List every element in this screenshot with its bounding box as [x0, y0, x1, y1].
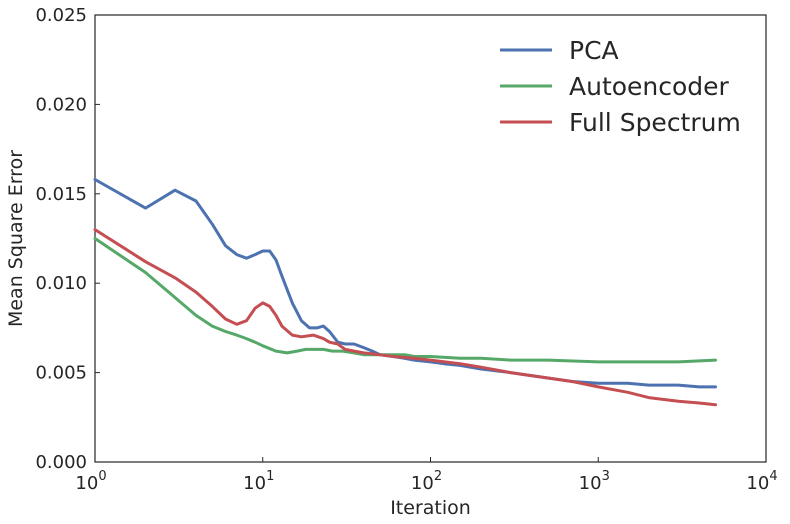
x-tick-label: 103	[579, 469, 610, 494]
x-tick-base: 10	[243, 473, 266, 494]
x-tick-label: 100	[75, 469, 106, 494]
x-tick-base: 10	[579, 473, 602, 494]
y-tick-label: 0.005	[35, 363, 87, 384]
y-axis-label: Mean Square Error	[5, 150, 27, 327]
legend-label-pca: PCA	[569, 36, 619, 65]
legend-label-autoencoder: Autoencoder	[569, 72, 730, 101]
series-line-autoencoder	[93, 237, 717, 364]
y-tick-label: 0.025	[35, 5, 87, 26]
x-axis: 100 101 102 103 104	[75, 457, 778, 494]
x-tick-label: 104	[746, 469, 777, 494]
x-tick-exponent: 1	[266, 469, 274, 484]
y-tick-label: 0.000	[35, 452, 87, 473]
y-axis: 0.000 0.005 0.010 0.015 0.020 0.025	[35, 5, 100, 473]
series-layer	[93, 178, 717, 407]
plot-area	[94, 14, 767, 463]
x-tick-exponent: 0	[98, 469, 106, 484]
x-tick-exponent: 4	[769, 469, 777, 484]
legend-label-full-spectrum: Full Spectrum	[569, 108, 741, 137]
x-tick-exponent: 3	[602, 469, 610, 484]
y-tick-label: 0.020	[35, 94, 87, 115]
x-tick-label: 102	[411, 469, 442, 494]
x-tick-base: 10	[75, 473, 98, 494]
legend: PCA Autoencoder Full Spectrum	[500, 36, 741, 137]
y-tick-label: 0.010	[35, 273, 87, 294]
x-tick-label: 101	[243, 469, 274, 494]
y-tick-label: 0.015	[35, 184, 87, 205]
x-tick-base: 10	[411, 473, 434, 494]
x-tick-base: 10	[746, 473, 769, 494]
x-axis-label: Iteration	[390, 497, 471, 519]
x-tick-exponent: 2	[434, 469, 442, 484]
series-line-full-spectrum	[93, 228, 717, 407]
